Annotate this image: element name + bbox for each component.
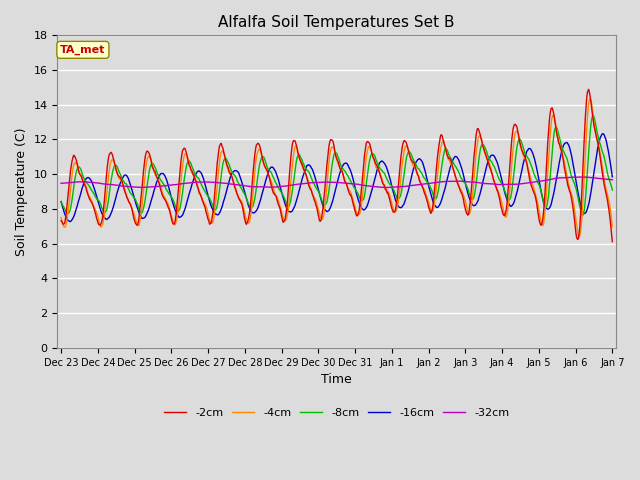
-16cm bbox=[301, 169, 308, 175]
-8cm bbox=[57, 199, 65, 205]
-4cm bbox=[436, 152, 444, 158]
-2cm bbox=[585, 86, 593, 92]
Text: TA_met: TA_met bbox=[60, 45, 106, 55]
-32cm bbox=[609, 177, 616, 183]
-4cm bbox=[280, 217, 288, 223]
-4cm bbox=[57, 215, 65, 220]
-16cm bbox=[66, 219, 74, 225]
Line: -32cm: -32cm bbox=[61, 177, 612, 188]
-32cm bbox=[383, 185, 390, 191]
-2cm bbox=[113, 171, 121, 177]
-4cm bbox=[497, 196, 505, 202]
-32cm bbox=[300, 181, 308, 187]
-8cm bbox=[497, 179, 505, 185]
-2cm bbox=[609, 239, 616, 244]
-32cm bbox=[436, 179, 444, 185]
-16cm bbox=[497, 176, 505, 182]
-32cm bbox=[497, 182, 505, 188]
-2cm bbox=[497, 203, 505, 209]
Y-axis label: Soil Temperature (C): Soil Temperature (C) bbox=[15, 127, 28, 256]
Line: -8cm: -8cm bbox=[61, 115, 612, 216]
-4cm bbox=[113, 172, 121, 178]
-4cm bbox=[575, 234, 583, 240]
-16cm bbox=[609, 174, 616, 180]
-8cm bbox=[589, 112, 597, 118]
Title: Alfalfa Soil Temperatures Set B: Alfalfa Soil Temperatures Set B bbox=[218, 15, 455, 30]
-32cm bbox=[575, 174, 583, 180]
-16cm bbox=[57, 199, 65, 204]
Legend: -2cm, -4cm, -8cm, -16cm, -32cm: -2cm, -4cm, -8cm, -16cm, -32cm bbox=[159, 403, 514, 422]
-4cm bbox=[300, 167, 308, 173]
-2cm bbox=[57, 218, 65, 224]
-2cm bbox=[487, 168, 495, 173]
-16cm bbox=[114, 187, 122, 193]
-32cm bbox=[488, 181, 495, 187]
-2cm bbox=[436, 139, 444, 144]
-8cm bbox=[436, 179, 444, 185]
-4cm bbox=[487, 166, 495, 171]
Line: -2cm: -2cm bbox=[61, 89, 612, 241]
-32cm bbox=[113, 182, 121, 188]
-2cm bbox=[300, 167, 308, 172]
-16cm bbox=[488, 152, 495, 158]
Line: -4cm: -4cm bbox=[61, 99, 612, 237]
-16cm bbox=[281, 199, 289, 205]
-16cm bbox=[599, 131, 607, 136]
X-axis label: Time: Time bbox=[321, 373, 352, 386]
-8cm bbox=[579, 213, 586, 218]
-32cm bbox=[280, 183, 288, 189]
-8cm bbox=[113, 164, 121, 170]
-32cm bbox=[57, 180, 65, 186]
-8cm bbox=[280, 194, 288, 200]
-2cm bbox=[280, 218, 288, 224]
-8cm bbox=[300, 162, 308, 168]
-8cm bbox=[609, 187, 616, 193]
-4cm bbox=[609, 224, 616, 229]
-4cm bbox=[586, 96, 594, 102]
-16cm bbox=[436, 201, 444, 206]
-8cm bbox=[487, 158, 495, 164]
Line: -16cm: -16cm bbox=[61, 133, 612, 222]
